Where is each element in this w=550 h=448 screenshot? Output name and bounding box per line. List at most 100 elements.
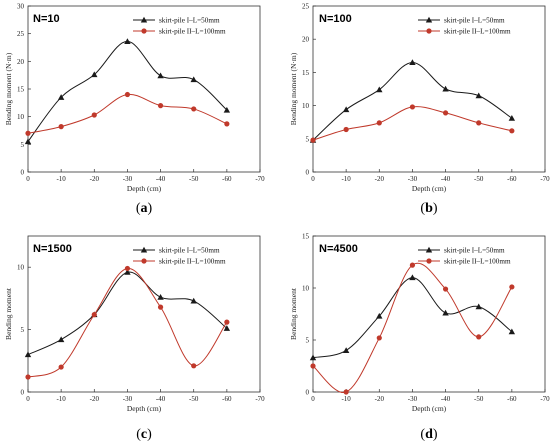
data-point-circle bbox=[509, 284, 515, 290]
series-2 bbox=[310, 104, 515, 143]
x-tick-label: -20 bbox=[375, 175, 385, 183]
panel-title: N=10 bbox=[33, 13, 60, 25]
x-tick-label: 0 bbox=[26, 175, 30, 183]
y-tick-label: 0 bbox=[21, 169, 25, 177]
data-point-triangle bbox=[409, 274, 416, 281]
y-tick-label: 0 bbox=[21, 389, 25, 397]
legend-marker-triangle bbox=[140, 16, 148, 23]
legend: skirt-pile I–L=50mm skirt-pile II–L=100mm bbox=[418, 247, 511, 266]
data-point-circle bbox=[343, 389, 349, 395]
plot-frame bbox=[312, 235, 546, 393]
data-point-circle bbox=[58, 364, 64, 370]
y-tick-label: 5 bbox=[21, 141, 25, 149]
y-tick-label: 5 bbox=[21, 326, 25, 334]
data-point-triangle bbox=[376, 312, 383, 319]
data-point-triangle bbox=[57, 94, 65, 100]
data-point-triangle bbox=[223, 325, 231, 331]
y-tick-label: 10 bbox=[302, 102, 310, 110]
x-tick-label: -50 bbox=[474, 395, 484, 403]
y-axis-label: Bending moment (N·m) bbox=[4, 52, 13, 125]
x-tick-label: -60 bbox=[507, 175, 517, 183]
legend-label: skirt-pile II–L=100mm bbox=[159, 28, 226, 36]
x-axis-label: Depth (cm) bbox=[127, 404, 162, 413]
panel-letter: (c) bbox=[136, 427, 152, 442]
x-tick-label: 0 bbox=[311, 395, 315, 403]
legend-label: skirt-pile II–L=100mm bbox=[444, 258, 511, 266]
data-point-triangle bbox=[442, 309, 449, 316]
data-point-circle bbox=[91, 112, 97, 118]
data-point-triangle bbox=[190, 297, 197, 304]
y-axis-label: Bending moment bbox=[4, 287, 13, 340]
x-axis-label: Depth (cm) bbox=[412, 184, 447, 193]
data-point-triangle bbox=[24, 138, 32, 145]
series-2 bbox=[310, 262, 515, 395]
x-tick-label: -50 bbox=[189, 395, 199, 403]
x-tick-label: -50 bbox=[189, 175, 199, 183]
y-tick-label: 5 bbox=[306, 135, 310, 143]
data-point-circle bbox=[376, 120, 382, 126]
x-tick-label: -40 bbox=[156, 395, 166, 403]
data-point-circle bbox=[310, 363, 316, 369]
data-point-circle bbox=[476, 334, 482, 340]
x-axis-label: Depth (cm) bbox=[127, 184, 162, 193]
chart-panel-d: 0 -10 -20 -30 -40 -50 -60 -70 0 5 10 15 Depth (cm) Be… bbox=[289, 233, 550, 443]
data-point-triangle bbox=[409, 59, 416, 65]
x-tick-label: -10 bbox=[56, 395, 66, 403]
data-point-circle bbox=[124, 91, 131, 98]
series-1 bbox=[24, 38, 231, 145]
data-point-triangle bbox=[508, 115, 516, 121]
series-1 bbox=[309, 274, 516, 361]
y-tick-label: 15 bbox=[302, 69, 310, 77]
data-point-triangle bbox=[157, 293, 164, 300]
data-point-circle bbox=[310, 137, 316, 143]
y-tick-label: 10 bbox=[17, 264, 25, 272]
data-point-circle bbox=[224, 319, 230, 325]
x-tick-label: -70 bbox=[540, 395, 550, 403]
legend-label: skirt-pile I–L=50mm bbox=[444, 17, 505, 25]
legend-label: skirt-pile I–L=50mm bbox=[159, 17, 220, 25]
chart-panel-b: 0 -10 -20 -30 -40 -50 -60 -70 0 5 10 15 20 25 Depth (c… bbox=[289, 3, 550, 217]
x-tick-label: -60 bbox=[222, 175, 232, 183]
panel-title: N=4500 bbox=[319, 243, 358, 255]
data-point-circle bbox=[442, 286, 449, 292]
series-line bbox=[312, 277, 513, 359]
x-tick-label: -10 bbox=[56, 175, 66, 183]
y-tick-label: 10 bbox=[17, 113, 25, 121]
data-point-circle bbox=[157, 103, 164, 109]
y-tick-label: 10 bbox=[302, 285, 310, 293]
y-tick-label: 5 bbox=[306, 337, 310, 345]
data-point-triangle bbox=[91, 71, 98, 78]
x-tick-label: -30 bbox=[408, 175, 418, 183]
legend: skirt-pile I–L=50mm skirt-pile II–L=100mm bbox=[133, 17, 226, 36]
x-tick-label: -20 bbox=[90, 395, 100, 403]
legend-marker-circle bbox=[141, 258, 147, 264]
panel-letter: (d) bbox=[420, 427, 437, 442]
y-tick-label: 25 bbox=[302, 3, 310, 11]
series-1 bbox=[24, 268, 231, 358]
data-point-triangle bbox=[508, 328, 516, 335]
data-point-triangle bbox=[376, 86, 383, 93]
chart-panel-c: 0 -10 -20 -30 -40 -50 -60 -70 0 5 10 Depth (cm) Bend… bbox=[4, 235, 265, 442]
data-point-circle bbox=[509, 128, 515, 134]
legend-marker-circle bbox=[426, 28, 432, 34]
y-tick-label: 0 bbox=[306, 169, 310, 177]
data-point-circle bbox=[343, 126, 349, 133]
data-point-triangle bbox=[475, 92, 482, 99]
x-axis-label: Depth (cm) bbox=[412, 404, 447, 413]
data-point-triangle bbox=[342, 106, 350, 113]
plot-frame bbox=[27, 235, 261, 393]
data-point-triangle bbox=[190, 76, 197, 83]
data-point-circle bbox=[376, 335, 382, 341]
y-axis-label: Bending moment (N·m) bbox=[289, 52, 298, 125]
panel-title: N=1500 bbox=[33, 243, 72, 255]
x-tick-label: -40 bbox=[156, 175, 166, 183]
legend-label: skirt-pile I–L=50mm bbox=[444, 247, 505, 255]
x-tick-label: -20 bbox=[90, 175, 100, 183]
data-point-circle bbox=[191, 363, 197, 369]
data-point-circle bbox=[25, 130, 31, 136]
series-1 bbox=[309, 59, 516, 143]
data-point-circle bbox=[442, 110, 449, 116]
y-tick-label: 30 bbox=[17, 3, 25, 11]
y-tick-label: 0 bbox=[306, 389, 310, 397]
legend-marker-triangle bbox=[425, 16, 433, 23]
